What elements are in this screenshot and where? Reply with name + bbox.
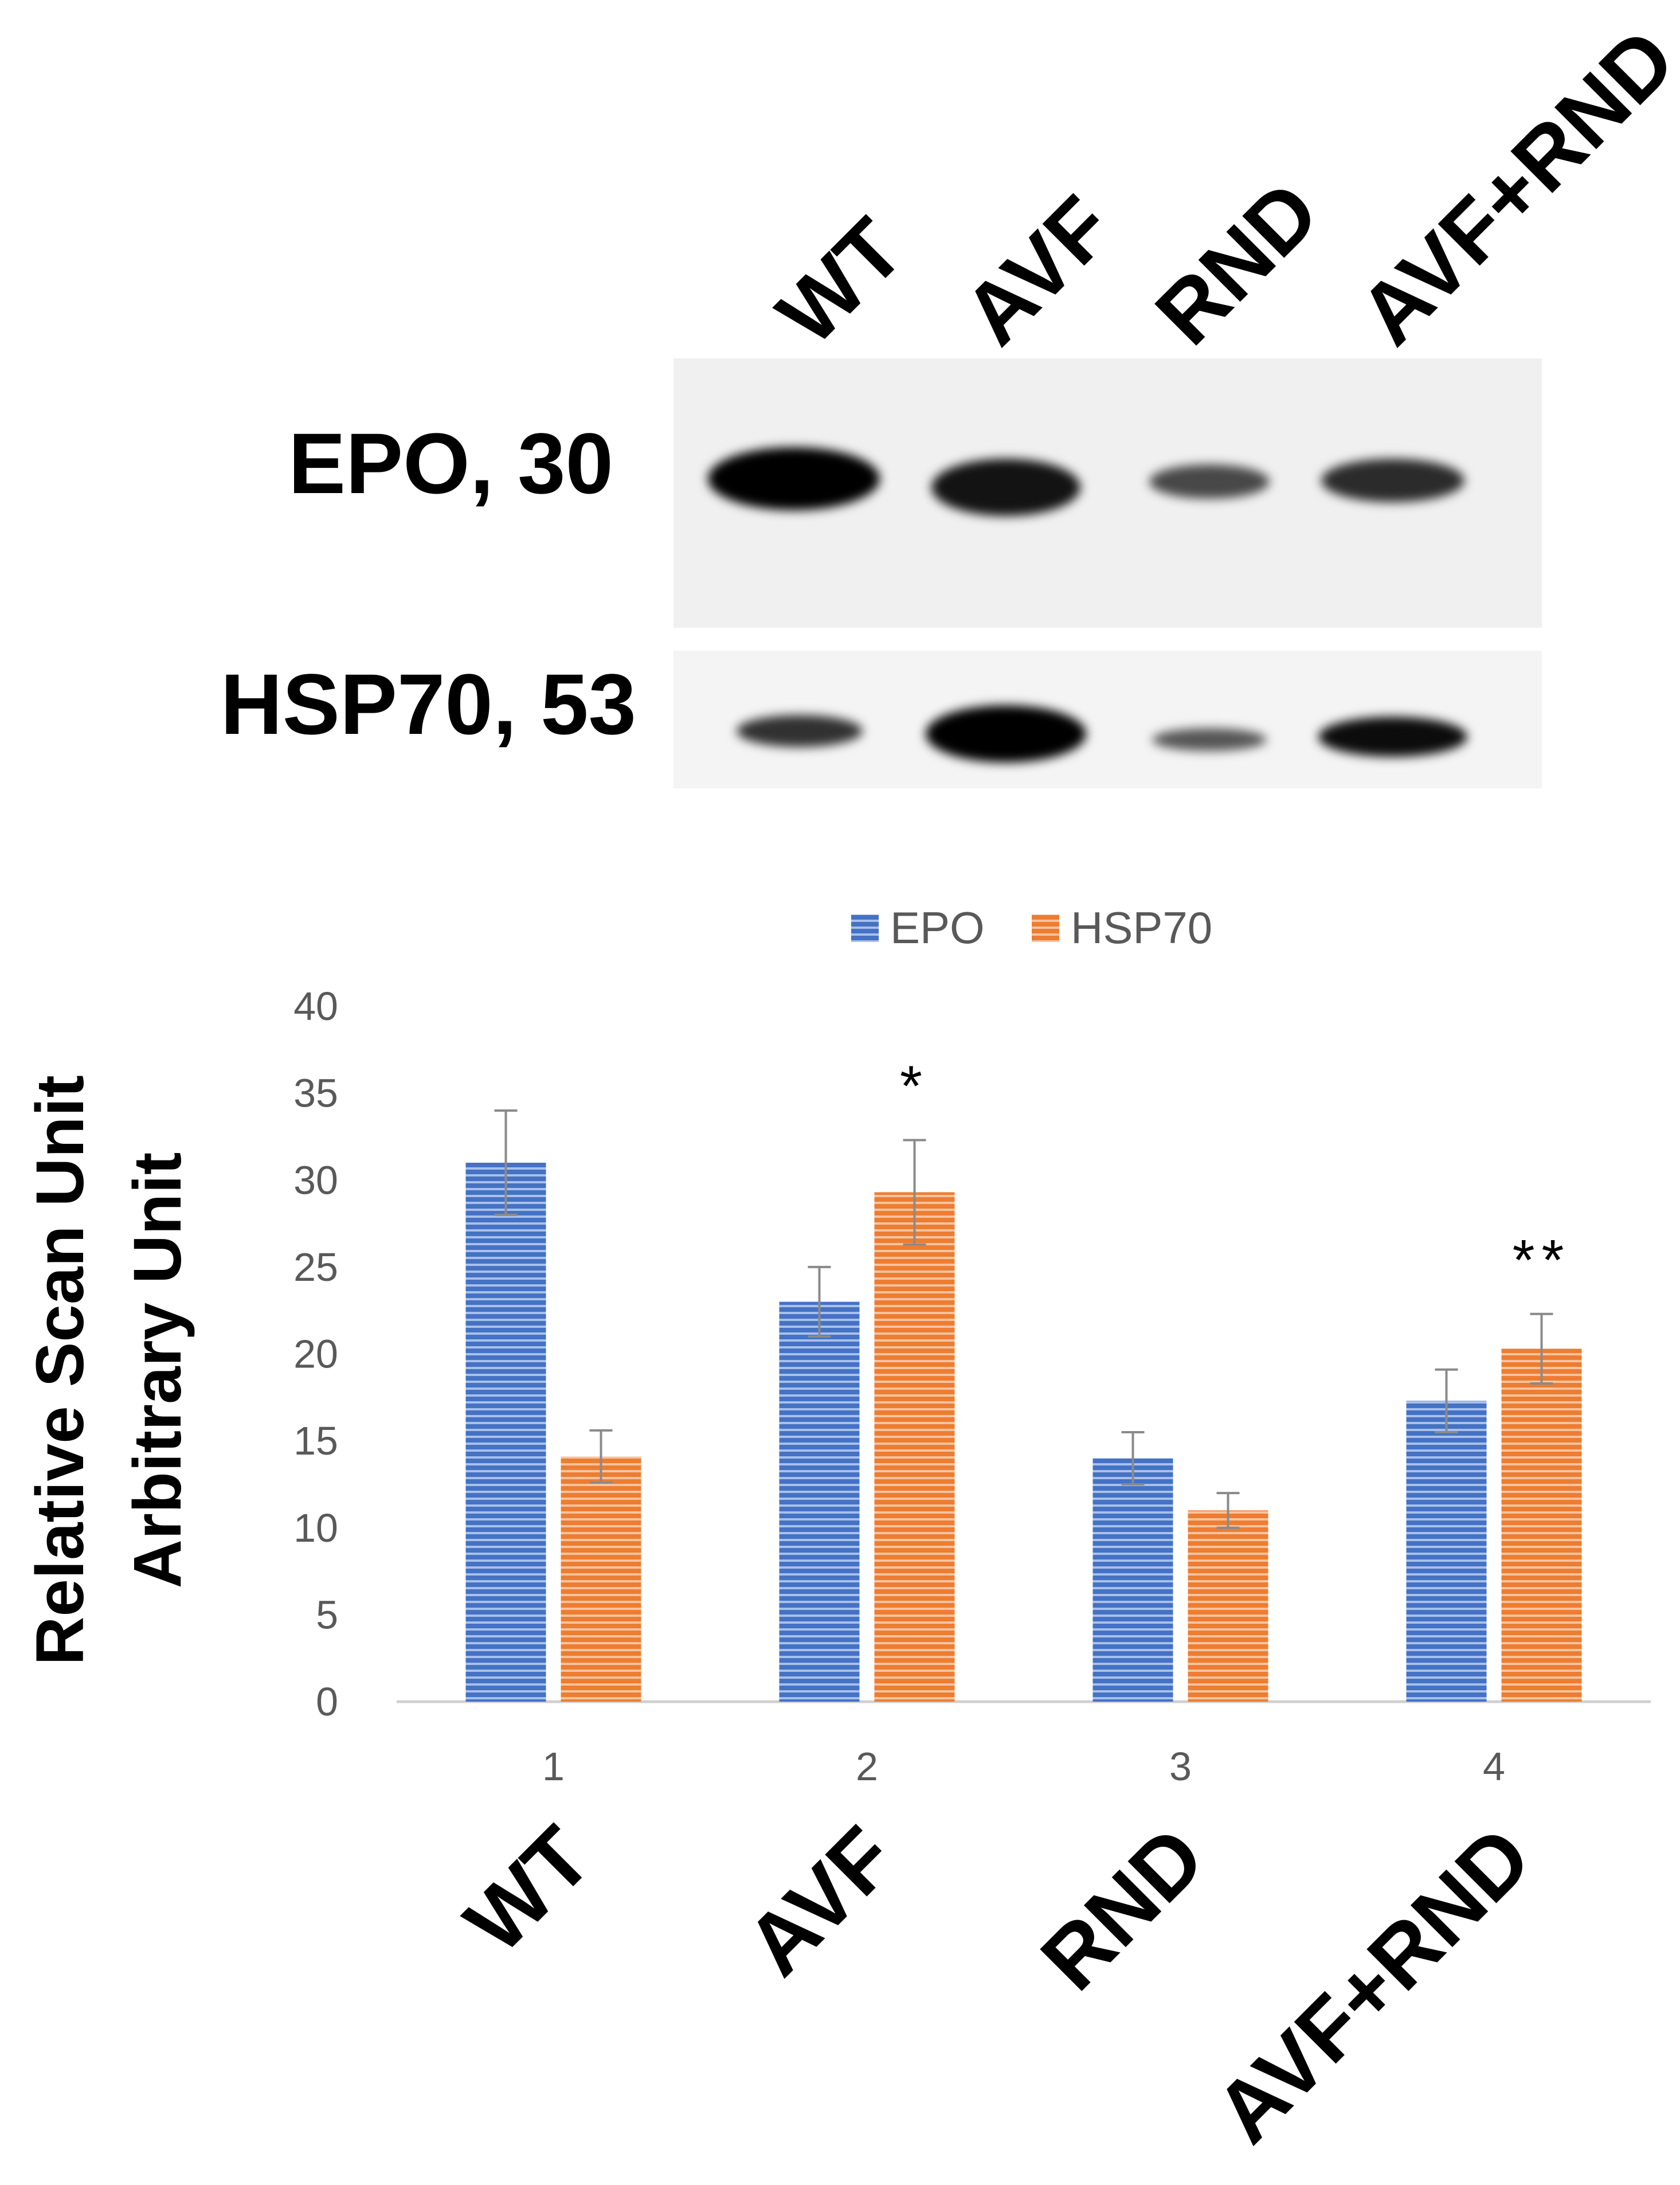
bar-hsp70-2 <box>874 1192 955 1702</box>
group-label-rnd: RND <box>1023 1808 1223 2008</box>
bars <box>465 1162 1582 1702</box>
y-axis-label-line-1: Relative Scan Unit <box>22 1075 98 1666</box>
western-blot: WT AVF RND AVF+RND EPO, 30 HSP70, 53 <box>221 10 1680 788</box>
blot-band-hsp70-rnd <box>1152 728 1267 751</box>
legend: EPO HSP70 <box>851 902 1212 953</box>
y-axis-ticks: 0 5 10 15 20 25 30 35 40 <box>293 984 338 1724</box>
band-label-epo: EPO, 30 <box>288 415 613 511</box>
lane-label-rnd: RND <box>1137 163 1337 363</box>
y-tick-label: 5 <box>316 1592 338 1637</box>
y-tick-label: 40 <box>293 984 338 1029</box>
y-tick-label: 30 <box>293 1158 338 1202</box>
blot-band-hsp70-avf-rnd <box>1318 717 1467 757</box>
bar-epo-4 <box>1406 1401 1487 1702</box>
lane-label-avf-rnd: AVF+RND <box>1341 10 1680 363</box>
bar-epo-3 <box>1092 1458 1173 1702</box>
error-bar-epo-2 <box>808 1265 831 1338</box>
group-label-avf-rnd: AVF+RND <box>1197 1808 1549 2161</box>
error-bars <box>494 1109 1553 1529</box>
blot-band-epo-avf <box>931 459 1080 516</box>
bar-hsp70-1 <box>561 1456 641 1702</box>
y-tick-label: 0 <box>316 1679 338 1724</box>
x-axis-ticks: 1 2 3 4 <box>542 1744 1505 1789</box>
x-tick-label-1: 1 <box>542 1744 565 1789</box>
blot-band-epo-wt <box>708 447 880 510</box>
bar-hsp70-3 <box>1188 1510 1268 1702</box>
band-label-hsp70: HSP70, 53 <box>221 656 636 752</box>
y-tick-label: 15 <box>293 1418 338 1463</box>
y-axis-label-line-2: Arbitrary Unit <box>120 1152 195 1589</box>
significance-mark-4: ** <box>1513 1228 1571 1292</box>
error-bar-epo-4 <box>1435 1368 1458 1433</box>
bar-chart: EPO HSP70 Relative Scan Unit Arbitrary U… <box>22 902 1651 2161</box>
x-tick-label-2: 2 <box>856 1744 878 1789</box>
blot-band-epo-rnd <box>1149 464 1270 499</box>
error-bar-hsp70-2 <box>903 1139 926 1246</box>
lane-label-avf: AVF <box>945 178 1130 363</box>
y-tick-label: 20 <box>293 1332 338 1377</box>
blot-bands-hsp70 <box>737 705 1467 763</box>
error-bar-hsp70-3 <box>1216 1492 1240 1529</box>
error-bar-epo-1 <box>494 1109 518 1216</box>
legend-swatch-hsp70 <box>1032 914 1059 942</box>
blot-bands-epo <box>708 447 1464 516</box>
blot-band-epo-avf-rnd <box>1321 459 1464 502</box>
error-bar-hsp70-4 <box>1530 1312 1553 1385</box>
bar-epo-2 <box>779 1301 860 1702</box>
lane-label-wt: WT <box>759 200 922 363</box>
bar-epo-1 <box>465 1162 546 1702</box>
group-label-avf: AVF <box>728 1808 913 1994</box>
error-bar-epo-3 <box>1121 1430 1145 1486</box>
blot-band-hsp70-wt <box>737 715 863 747</box>
x-tick-label-3: 3 <box>1169 1744 1192 1789</box>
blot-band-hsp70-avf <box>926 705 1086 763</box>
group-label-wt: WT <box>447 1808 609 1971</box>
bar-hsp70-4 <box>1501 1348 1582 1702</box>
error-bar-hsp70-1 <box>589 1429 613 1484</box>
legend-swatch-epo <box>851 914 879 942</box>
x-tick-label-4: 4 <box>1483 1744 1505 1789</box>
legend-label-hsp70: HSP70 <box>1071 902 1212 953</box>
y-axis-label: Relative Scan Unit Arbitrary Unit <box>22 1075 195 1666</box>
significance-marks: *** <box>900 1054 1571 1292</box>
significance-mark-2: * <box>900 1054 929 1119</box>
group-labels: WT AVF RND AVF+RND <box>447 1808 1549 2161</box>
lane-labels: WT AVF RND AVF+RND <box>759 10 1680 363</box>
legend-label-epo: EPO <box>890 902 985 953</box>
y-tick-label: 35 <box>293 1071 338 1116</box>
y-tick-label: 25 <box>293 1245 338 1289</box>
y-tick-label: 10 <box>293 1506 338 1550</box>
